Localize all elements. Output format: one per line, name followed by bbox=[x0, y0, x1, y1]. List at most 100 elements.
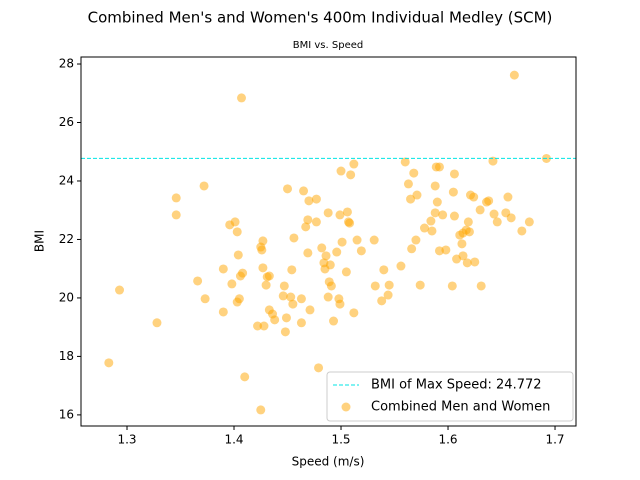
scatter-point bbox=[524, 217, 534, 227]
scatter-point bbox=[240, 372, 250, 382]
scatter-point bbox=[314, 363, 324, 373]
scatter-point bbox=[441, 245, 451, 255]
scatter-point bbox=[400, 157, 410, 167]
scatter-point bbox=[384, 280, 394, 290]
scatter-point bbox=[409, 168, 419, 178]
scatter-point bbox=[296, 318, 306, 328]
scatter-point bbox=[296, 294, 306, 304]
x-tick-label: 1.7 bbox=[545, 433, 564, 447]
scatter-point bbox=[299, 186, 309, 196]
scatter-point bbox=[261, 280, 271, 290]
scatter-point bbox=[430, 208, 440, 218]
y-tick-label: 22 bbox=[59, 232, 74, 246]
scatter-point bbox=[475, 205, 485, 215]
scatter-point bbox=[369, 235, 379, 245]
y-tick-label: 18 bbox=[59, 349, 74, 363]
y-tick-label: 28 bbox=[59, 57, 74, 71]
legend-marker bbox=[341, 402, 351, 412]
scatter-point bbox=[517, 226, 527, 236]
y-tick-label: 26 bbox=[59, 115, 74, 129]
scatter-point bbox=[470, 257, 480, 267]
scatter-point bbox=[464, 227, 474, 237]
scatter-point bbox=[377, 296, 387, 306]
scatter-point bbox=[458, 251, 468, 261]
plot-frame bbox=[80, 56, 577, 427]
scatter-point bbox=[430, 181, 440, 191]
scatter-point bbox=[432, 197, 442, 207]
scatter-point bbox=[230, 217, 240, 227]
y-tick-label: 16 bbox=[59, 407, 74, 421]
scatter-point bbox=[457, 239, 467, 249]
scatter-point bbox=[342, 207, 352, 217]
scatter-point bbox=[218, 264, 228, 274]
y-axis-label: BMI bbox=[33, 230, 47, 252]
x-tick-label: 1.4 bbox=[224, 433, 243, 447]
scatter-point bbox=[415, 280, 425, 290]
scatter-point bbox=[311, 194, 321, 204]
scatter-point bbox=[419, 223, 429, 233]
scatter-point bbox=[321, 251, 331, 261]
scatter-point bbox=[345, 218, 355, 228]
scatter-point bbox=[259, 321, 269, 331]
scatter-point bbox=[383, 290, 393, 300]
scatter-point bbox=[411, 235, 421, 245]
scatter-point bbox=[352, 235, 362, 245]
scatter-point bbox=[407, 244, 417, 254]
x-tick-label: 1.6 bbox=[438, 433, 457, 447]
scatter-point bbox=[341, 267, 351, 277]
scatter-point bbox=[258, 263, 268, 273]
scatter-point bbox=[193, 276, 203, 286]
scatter-point bbox=[104, 358, 114, 368]
scatter-point bbox=[335, 299, 345, 309]
scatter-point bbox=[283, 184, 293, 194]
scatter-point bbox=[323, 292, 333, 302]
scatter-point bbox=[301, 222, 311, 232]
scatter-point bbox=[492, 217, 502, 227]
scatter-point bbox=[332, 247, 342, 257]
scatter-point bbox=[311, 217, 321, 227]
scatter-point bbox=[304, 196, 314, 206]
scatter-point bbox=[317, 243, 327, 253]
scatter-point bbox=[238, 268, 248, 278]
scatter-point bbox=[286, 292, 296, 302]
scatter-point bbox=[349, 308, 359, 318]
scatter-point bbox=[447, 281, 457, 291]
scatter-point bbox=[281, 313, 291, 323]
scatter-point bbox=[337, 237, 347, 247]
scatter-point bbox=[200, 294, 210, 304]
scatter-point bbox=[503, 192, 513, 202]
scatter-point bbox=[349, 159, 359, 169]
scatter-point bbox=[489, 209, 499, 219]
scatter-point bbox=[379, 265, 389, 275]
scatter-point bbox=[462, 258, 472, 268]
scatter-point bbox=[171, 210, 181, 220]
scatter-point bbox=[303, 248, 313, 258]
scatter-point bbox=[329, 316, 339, 326]
scatter-point bbox=[152, 318, 162, 328]
scatter-point bbox=[323, 208, 333, 218]
scatter-point bbox=[325, 260, 335, 270]
scatter-point bbox=[270, 315, 280, 325]
scatter-point bbox=[279, 281, 289, 291]
scatter-point bbox=[406, 194, 416, 204]
scatter-point bbox=[258, 236, 268, 246]
scatter-point bbox=[253, 321, 263, 331]
scatter-point bbox=[115, 285, 125, 295]
scatter-point bbox=[335, 210, 345, 220]
scatter-point bbox=[426, 216, 436, 226]
scatter-point bbox=[427, 226, 437, 236]
legend-label: Combined Men and Women bbox=[371, 400, 550, 415]
scatter-point bbox=[233, 250, 243, 260]
scatter-point bbox=[256, 405, 266, 415]
x-tick-label: 1.3 bbox=[117, 433, 136, 447]
scatter-point bbox=[234, 294, 244, 304]
scatter-point bbox=[509, 70, 519, 80]
scatter-point bbox=[305, 305, 315, 315]
scatter-point bbox=[346, 170, 356, 180]
scatter-point bbox=[171, 193, 181, 203]
scatter-point bbox=[469, 192, 479, 202]
legend-label: BMI of Max Speed: 24.772 bbox=[371, 378, 542, 393]
scatter-point bbox=[227, 279, 237, 289]
y-tick-label: 20 bbox=[59, 290, 74, 304]
scatter-point bbox=[403, 179, 413, 189]
